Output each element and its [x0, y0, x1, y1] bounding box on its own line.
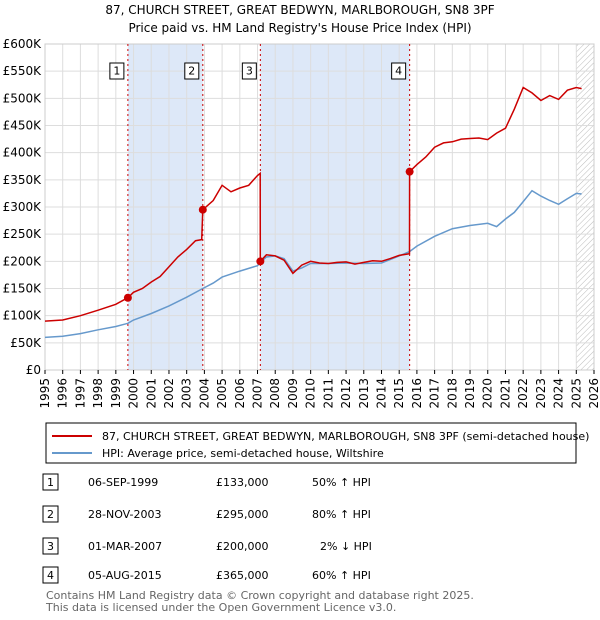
x-tick-label: 2008 — [268, 378, 282, 409]
chart-subtitle: Price paid vs. HM Land Registry's House … — [128, 21, 471, 35]
x-tick-label: 2024 — [552, 378, 566, 409]
x-tick-label: 1998 — [91, 378, 105, 409]
transaction-row: 1 06-SEP-1999 £133,000 50% ↑ HPI — [42, 473, 371, 491]
transaction-number: 2 — [47, 508, 54, 521]
x-tick-label: 2009 — [286, 378, 300, 409]
legend-hpi-label: HPI: Average price, semi-detached house,… — [102, 447, 384, 460]
x-tick-label: 2015 — [392, 378, 406, 409]
y-tick-label: £250K — [3, 227, 43, 241]
sale-marker-label: 2 — [188, 65, 195, 78]
x-tick-label: 2003 — [180, 378, 194, 409]
sale-marker-label: 3 — [246, 65, 253, 78]
transaction-price: £133,000 — [216, 476, 269, 489]
x-tick-label: 1996 — [56, 378, 70, 409]
transaction-number: 1 — [47, 476, 54, 489]
grid-lines — [44, 43, 595, 371]
legend-property-label: 87, CHURCH STREET, GREAT BEDWYN, MARLBOR… — [102, 430, 589, 443]
y-tick-label: £100K — [3, 309, 43, 323]
footer-line-2: This data is licensed under the Open Gov… — [45, 601, 396, 614]
property-price-line — [45, 86, 582, 322]
x-tick-label: 2026 — [587, 378, 600, 409]
transaction-hpi: 2% ↓ HPI — [320, 540, 372, 553]
transaction-date: 05-AUG-2015 — [88, 569, 162, 582]
x-tick-label: 2011 — [321, 378, 335, 409]
legend: 87, CHURCH STREET, GREAT BEDWYN, MARLBOR… — [45, 422, 589, 464]
transaction-row: 2 28-NOV-2003 £295,000 80% ↑ HPI — [42, 505, 371, 523]
sale-marker-label: 4 — [395, 65, 402, 78]
transaction-price: £295,000 — [216, 508, 269, 521]
x-tick-label: 1997 — [73, 378, 87, 409]
transaction-row: 4 05-AUG-2015 £365,000 60% ↑ HPI — [42, 566, 371, 584]
y-tick-label: £150K — [3, 282, 43, 296]
transaction-price: £365,000 — [216, 569, 269, 582]
transaction-date: 06-SEP-1999 — [88, 476, 158, 489]
y-tick-label: £200K — [3, 254, 43, 268]
transaction-hpi: 50% ↑ HPI — [312, 476, 371, 489]
sale-marker-labels: 1 2 3 4 — [109, 62, 407, 80]
transaction-date: 01-MAR-2007 — [88, 540, 162, 553]
x-tick-label: 2021 — [498, 378, 512, 409]
chart-title: 87, CHURCH STREET, GREAT BEDWYN, MARLBOR… — [105, 3, 494, 17]
y-tick-label: £300K — [3, 200, 43, 214]
sale-point — [256, 257, 265, 266]
sale-point — [405, 167, 414, 176]
y-tick-label: £550K — [3, 64, 43, 78]
x-tick-label: 2013 — [357, 378, 371, 409]
transaction-hpi: 60% ↑ HPI — [312, 569, 371, 582]
y-tick-label: £450K — [3, 119, 43, 133]
x-axis: 1995 1996 1997 1998 1999 2000 2001 2002 2003 2004… — [38, 370, 600, 409]
series-layer — [45, 86, 582, 339]
footer-line-1: Contains HM Land Registry data © Crown c… — [46, 589, 474, 602]
sale-point — [123, 293, 132, 302]
transaction-hpi: 80% ↑ HPI — [312, 508, 371, 521]
sale-points — [123, 167, 414, 302]
sale-marker-box — [109, 62, 125, 80]
sale-marker-box — [391, 62, 407, 80]
x-tick-label: 2001 — [144, 378, 158, 409]
x-tick-label: 2025 — [569, 378, 583, 409]
sale-marker-box — [184, 62, 200, 80]
transaction-date: 28-NOV-2003 — [88, 508, 162, 521]
x-tick-label: 2020 — [481, 378, 495, 409]
transaction-number: 4 — [47, 569, 54, 582]
y-tick-label: £500K — [3, 91, 43, 105]
sale-marker-box — [241, 62, 257, 80]
sale-point — [198, 205, 207, 214]
x-tick-label: 2022 — [516, 378, 530, 409]
y-tick-label: £0 — [26, 363, 41, 377]
transaction-number: 3 — [47, 540, 54, 553]
sale-marker-label: 1 — [113, 65, 120, 78]
x-tick-label: 2017 — [428, 378, 442, 409]
x-tick-label: 2016 — [410, 378, 424, 409]
x-tick-label: 2002 — [162, 378, 176, 409]
x-tick-label: 1999 — [109, 378, 123, 409]
y-tick-label: £350K — [3, 173, 43, 187]
y-axis: £0 £50K £100K £150K £200K £250K £300K £350K £400… — [3, 37, 43, 377]
x-tick-label: 2005 — [215, 378, 229, 409]
x-tick-label: 2004 — [197, 378, 211, 409]
x-tick-label: 1995 — [38, 378, 52, 409]
transaction-row: 3 01-MAR-2007 £200,000 2% ↓ HPI — [42, 537, 372, 555]
y-tick-label: £50K — [10, 336, 42, 350]
x-tick-label: 2018 — [445, 378, 459, 409]
x-tick-label: 2007 — [251, 378, 265, 409]
x-tick-label: 2012 — [339, 378, 353, 409]
x-tick-label: 2014 — [374, 378, 388, 409]
sale-vlines — [127, 44, 411, 370]
plot-border — [44, 43, 595, 371]
y-tick-label: £400K — [3, 146, 43, 160]
y-tick-label: £600K — [3, 37, 43, 51]
x-tick-label: 2010 — [304, 378, 318, 409]
x-tick-label: 2023 — [534, 378, 548, 409]
x-tick-label: 2006 — [233, 378, 247, 409]
x-tick-label: 2000 — [127, 378, 141, 409]
transaction-price: £200,000 — [216, 540, 269, 553]
x-tick-label: 2019 — [463, 378, 477, 409]
transactions-table: 1 06-SEP-1999 £133,000 50% ↑ HPI 2 28-NO… — [42, 473, 372, 584]
